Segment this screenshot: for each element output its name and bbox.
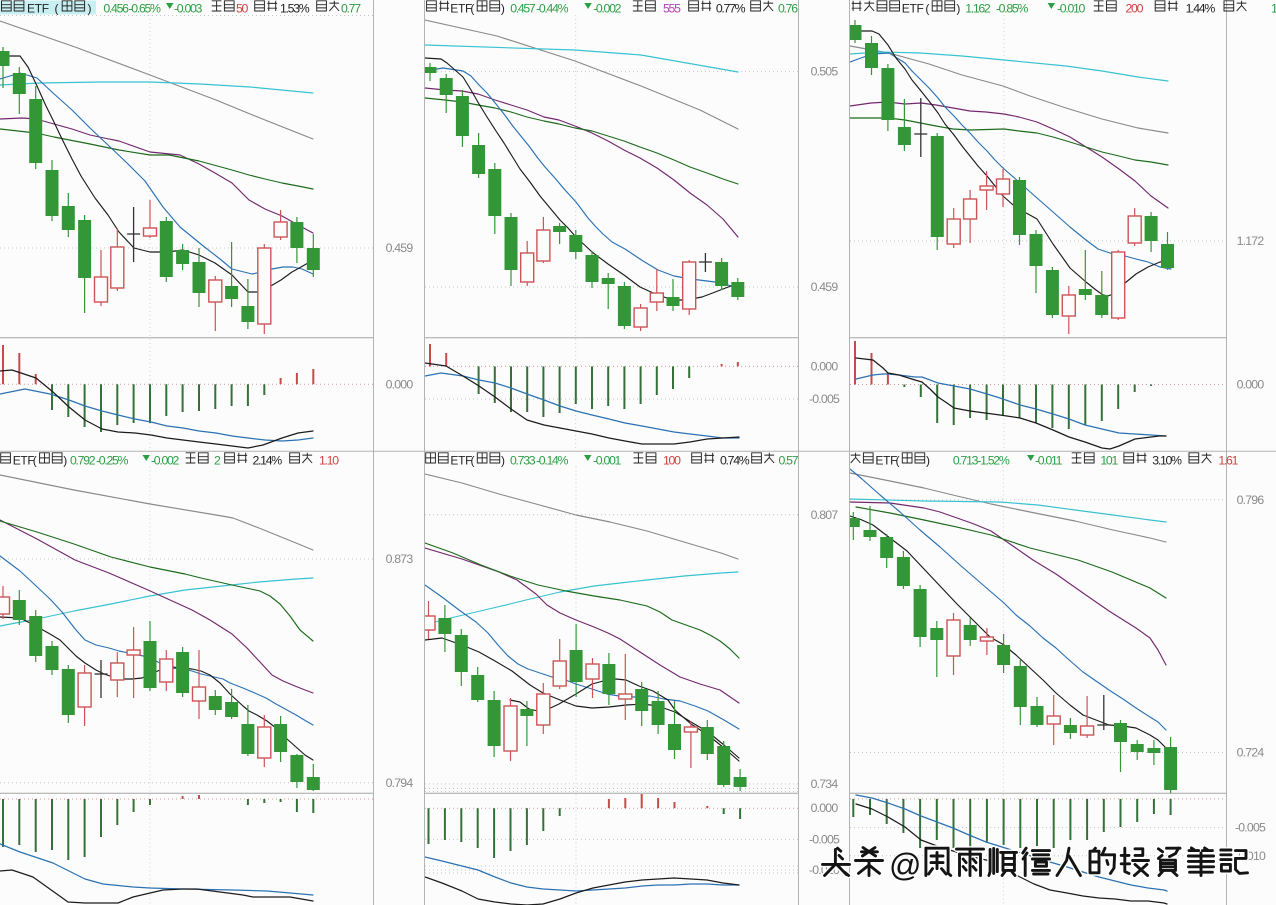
svg-text:-0.002: -0.002 [151, 454, 180, 468]
svg-text:2.14%: 2.14% [253, 454, 283, 468]
svg-text:-1.52%: -1.52% [977, 454, 1010, 468]
svg-text:): ) [88, 2, 92, 16]
svg-text:(: ( [471, 454, 475, 468]
svg-text:0.794: 0.794 [386, 776, 414, 790]
svg-text:(: ( [925, 2, 929, 16]
svg-text:0.57: 0.57 [779, 454, 799, 468]
svg-text:): ) [501, 2, 505, 16]
svg-text:ETF: ETF [27, 2, 49, 16]
svg-text:ETF: ETF [875, 454, 897, 468]
svg-text:0.457: 0.457 [510, 2, 536, 16]
svg-text:(: ( [896, 454, 900, 468]
svg-text:0.807: 0.807 [811, 508, 839, 522]
svg-text:): ) [926, 454, 930, 468]
svg-text:0.77: 0.77 [341, 2, 361, 16]
svg-text:-0.005: -0.005 [809, 392, 840, 406]
svg-text:-0.65%: -0.65% [129, 2, 162, 16]
svg-text:0.459: 0.459 [386, 241, 414, 255]
svg-text:-0.011: -0.011 [1035, 454, 1063, 468]
svg-text:50: 50 [236, 2, 249, 16]
svg-text:-0.005: -0.005 [809, 832, 840, 846]
svg-text:0.505: 0.505 [811, 65, 839, 79]
svg-text:3.10%: 3.10% [1152, 454, 1182, 468]
svg-text:-0.25%: -0.25% [96, 454, 129, 468]
svg-text:1.162: 1.162 [965, 2, 991, 16]
svg-text:-0.001: -0.001 [593, 454, 622, 468]
svg-text:-0.005: -0.005 [1235, 821, 1266, 835]
svg-text:-0.003: -0.003 [174, 2, 203, 16]
svg-text:1: 1 [1271, 2, 1276, 16]
svg-text:2: 2 [214, 454, 221, 468]
svg-text:0.74%: 0.74% [720, 454, 750, 468]
svg-text:0.724: 0.724 [1237, 746, 1265, 760]
svg-text:0.796: 0.796 [1237, 493, 1265, 507]
svg-text:0.000: 0.000 [386, 377, 414, 391]
svg-text:@: @ [889, 847, 921, 883]
svg-text:0.792: 0.792 [70, 454, 96, 468]
svg-text:-0.010: -0.010 [1057, 2, 1086, 16]
svg-text:): ) [501, 454, 505, 468]
svg-text:(: ( [33, 454, 37, 468]
svg-text:100: 100 [663, 454, 681, 468]
svg-text:0.733: 0.733 [510, 454, 536, 468]
svg-text:-0.44%: -0.44% [536, 2, 569, 16]
svg-text:ETF: ETF [450, 2, 472, 16]
svg-text:0.459: 0.459 [811, 280, 839, 294]
svg-text:0.456: 0.456 [103, 2, 129, 16]
svg-text:-0.002: -0.002 [593, 2, 622, 16]
svg-text:(: ( [55, 2, 59, 16]
svg-text:0.000: 0.000 [811, 801, 839, 815]
svg-text:0.873: 0.873 [386, 552, 414, 566]
svg-text:0.713: 0.713 [953, 454, 979, 468]
svg-text:1.53%: 1.53% [280, 2, 310, 16]
svg-text:-0.85%: -0.85% [996, 2, 1029, 16]
svg-text:0.000: 0.000 [1237, 378, 1265, 392]
svg-text:): ) [63, 454, 67, 468]
svg-text:(: ( [470, 2, 474, 16]
svg-text:ETF: ETF [13, 454, 35, 468]
svg-text:0.76: 0.76 [778, 2, 798, 16]
svg-text:-0.14%: -0.14% [536, 454, 569, 468]
svg-text:101: 101 [1100, 454, 1118, 468]
svg-text:1.10: 1.10 [319, 454, 339, 468]
svg-text:0.77%: 0.77% [716, 2, 746, 16]
svg-text:ETF: ETF [450, 454, 472, 468]
svg-text:ETF: ETF [902, 2, 924, 16]
svg-text:@: @ [889, 847, 920, 883]
svg-text:555: 555 [663, 2, 681, 16]
svg-text:1.172: 1.172 [1237, 234, 1265, 248]
svg-text:200: 200 [1126, 2, 1144, 16]
svg-text:0.734: 0.734 [811, 777, 839, 791]
svg-text:0.000: 0.000 [811, 359, 839, 373]
svg-text:1.61: 1.61 [1218, 454, 1238, 468]
svg-text:): ) [956, 2, 960, 16]
svg-text:1.44%: 1.44% [1186, 2, 1216, 16]
